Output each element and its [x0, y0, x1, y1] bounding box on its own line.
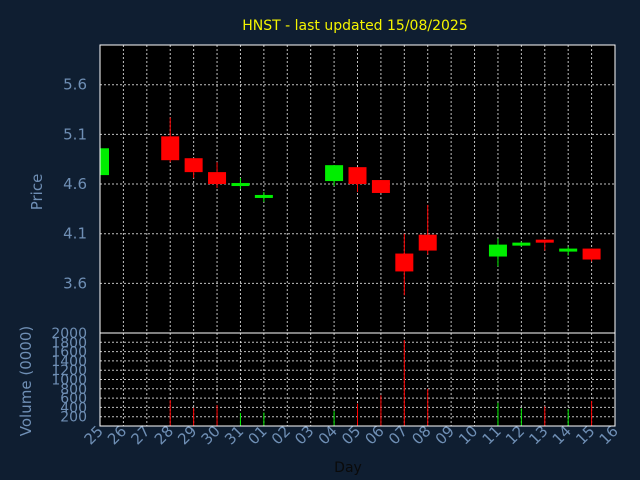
volume-axis-label: Volume (0000): [17, 326, 35, 436]
candle-body: [325, 165, 344, 182]
candle-body: [348, 167, 367, 185]
price-tick-label: 5.1: [63, 125, 87, 143]
candle-body: [231, 183, 250, 187]
volume-tick-label: 400: [60, 400, 87, 416]
candle-body: [395, 253, 414, 272]
x-axis-label: Day: [334, 460, 362, 476]
price-tick-label: 5.6: [63, 76, 87, 94]
candle-body: [371, 180, 390, 193]
price-tick-label: 3.6: [63, 274, 87, 292]
volume-tick-label: 2000: [51, 326, 87, 342]
volume-tick-label: 1800: [51, 335, 87, 351]
volume-bars: [169, 339, 593, 426]
candle-body: [161, 136, 180, 161]
volume-tick-label: 600: [60, 391, 87, 407]
volume-tick-label: 200: [60, 410, 87, 426]
candle-body: [559, 248, 578, 252]
candle-body: [100, 148, 109, 176]
price-axis-ticks: 5.6 5.1 4.6 4.1 3.6: [63, 76, 87, 293]
volume-tick-label: 1200: [51, 363, 87, 379]
candle-body: [512, 242, 531, 246]
price-tick-label: 4.1: [63, 225, 87, 243]
chart-title: HNST - last updated 15/08/2025: [242, 18, 467, 34]
volume-tick-label: 1400: [51, 354, 87, 370]
candle-body: [488, 244, 507, 257]
volume-tick-label: 1000: [51, 373, 87, 389]
candle-body: [184, 158, 203, 173]
candle-body: [582, 248, 601, 260]
volume-panel-frame: [99, 332, 616, 427]
candle-body: [535, 239, 554, 243]
price-tick-label: 4.6: [63, 175, 87, 193]
candle-body: [208, 172, 227, 185]
candles: [99, 117, 601, 296]
candle-body: [254, 194, 273, 198]
candle-body: [418, 234, 437, 251]
volume-tick-label: 1600: [51, 345, 87, 361]
price-axis-label: Price: [28, 174, 46, 211]
volume-tick-label: 800: [60, 382, 87, 398]
